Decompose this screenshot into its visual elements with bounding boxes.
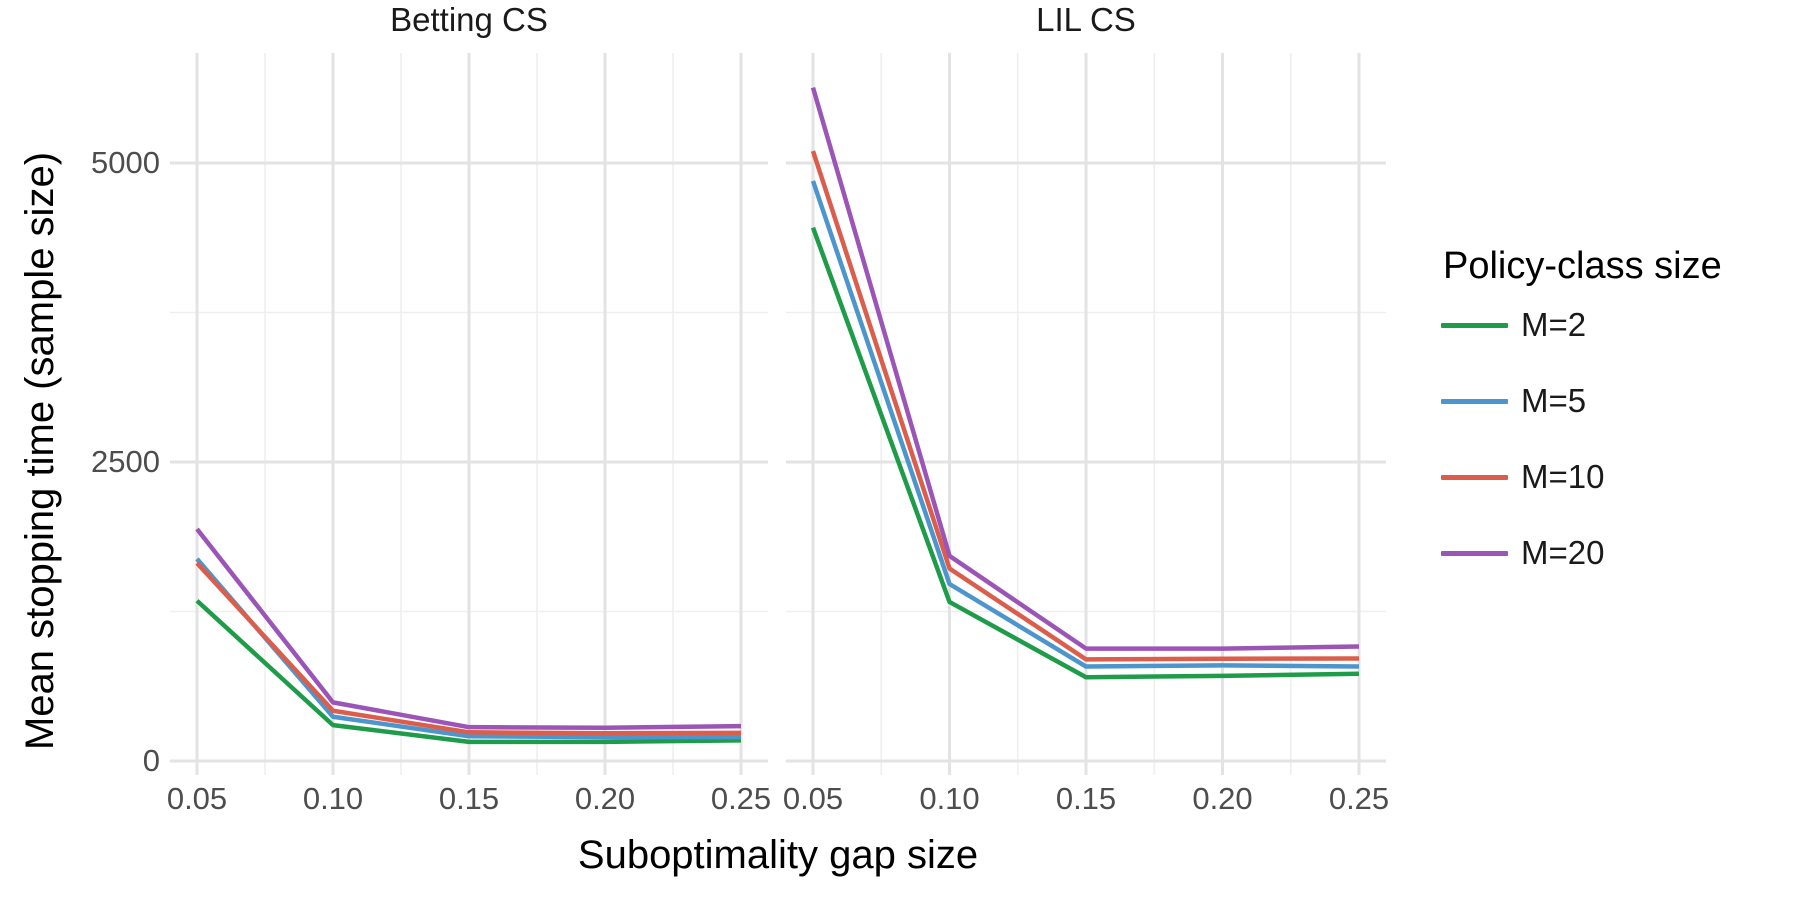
- x-tick-label: 0.05: [782, 781, 844, 816]
- legend-key-line-M2: [1441, 322, 1508, 328]
- x-tick-label: 0.10: [302, 781, 364, 816]
- y-tick-label: 0: [142, 743, 160, 778]
- legend-label: M=2: [1521, 306, 1587, 343]
- series-line-M20: [195, 527, 742, 731]
- x-tick-label: 0.10: [919, 781, 980, 816]
- series-line-M10: [810, 150, 1360, 662]
- series-line-M10: [195, 561, 742, 736]
- x-tick-label: 0.15: [1055, 781, 1117, 816]
- x-tick-label: 0.15: [438, 781, 500, 816]
- x-tick-label: 0.25: [710, 781, 772, 816]
- x-tick-label: 0.20: [1192, 781, 1253, 816]
- series-line-M2: [810, 226, 1360, 680]
- legend-key-line-M20: [1441, 550, 1508, 556]
- legend-label: M=5: [1521, 382, 1587, 419]
- facet-title-lil-cs: LIL CS: [1036, 1, 1136, 38]
- y-tick-label: 2500: [91, 444, 160, 479]
- y-tick-label: 5000: [91, 145, 160, 180]
- facet-title-betting-cs: Betting CS: [390, 1, 548, 38]
- legend-key-line-M5: [1441, 398, 1508, 404]
- y-axis-title: Mean stopping time (sample size): [18, 151, 62, 751]
- series-line-M2: [195, 599, 742, 745]
- legend-title: Policy-class size: [1443, 245, 1722, 287]
- series-line-M20: [810, 87, 1360, 651]
- x-tick-label: 0.25: [1328, 781, 1390, 816]
- x-tick-label: 0.05: [166, 781, 228, 816]
- series-line-M5: [810, 180, 1360, 669]
- x-axis-title: Suboptimality gap size: [577, 833, 979, 877]
- legend-label: M=10: [1521, 458, 1605, 495]
- legend-key-line-M10: [1441, 474, 1508, 480]
- x-tick-label: 0.20: [574, 781, 636, 816]
- legend-label: M=20: [1521, 534, 1605, 571]
